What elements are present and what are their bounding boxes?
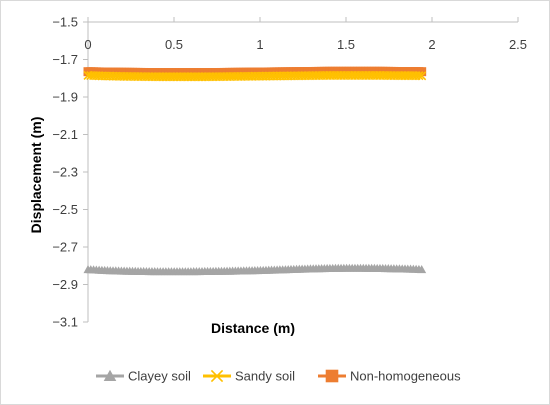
x-axis-ticks: 0 0.5 1 1.5 2 2.5	[84, 17, 527, 52]
x-tick-label: 0.5	[165, 37, 183, 52]
x-tick-label: 1	[256, 37, 263, 52]
data-point-sandy-soil	[417, 71, 427, 81]
y-axis-title: Displacement (m)	[28, 117, 44, 234]
y-axis-ticks: −1.5 −1.7 −1.9 −2.1 −2.3 −2.5 −2.7 −2.9 −3.1	[52, 15, 88, 330]
series-layer	[83, 66, 427, 276]
legend-marker	[103, 369, 117, 382]
y-tick-label: −2.1	[52, 127, 78, 142]
series-sandy-soil	[83, 70, 427, 82]
y-tick-label: −1.9	[52, 90, 78, 105]
legend-item-non-homogeneous: Non-homogeneous	[318, 369, 461, 384]
x-tick-label: 2	[428, 37, 435, 52]
data-point-non-homogeneous	[417, 67, 427, 77]
legend: Clayey soil Sandy soil Non-homogeneous	[96, 369, 461, 384]
x-tick-label: 2.5	[509, 37, 527, 52]
legend-item-clayey-soil: Clayey soil	[96, 369, 191, 384]
y-tick-label: −2.5	[52, 202, 78, 217]
legend-item-sandy-soil: Sandy soil	[203, 369, 295, 384]
data-point-clayey-soil	[417, 265, 427, 274]
y-tick-label: −1.5	[52, 15, 78, 30]
y-tick-label: −2.3	[52, 165, 78, 180]
x-axis-title: Distance (m)	[211, 320, 295, 336]
series-clayey-soil	[83, 263, 427, 276]
x-tick-label: 1.5	[337, 37, 355, 52]
y-tick-label: −1.7	[52, 52, 78, 67]
legend-label: Sandy soil	[235, 369, 295, 384]
legend-label: Clayey soil	[128, 369, 191, 384]
data-point-sandy-soil	[414, 71, 424, 81]
y-tick-label: −2.9	[52, 277, 78, 292]
y-tick-label: −3.1	[52, 315, 78, 330]
y-tick-label: −2.7	[52, 240, 78, 255]
legend-marker	[210, 369, 224, 383]
legend-marker	[325, 369, 339, 383]
x-tick-label: 0	[84, 37, 91, 52]
legend-label: Non-homogeneous	[350, 369, 461, 384]
